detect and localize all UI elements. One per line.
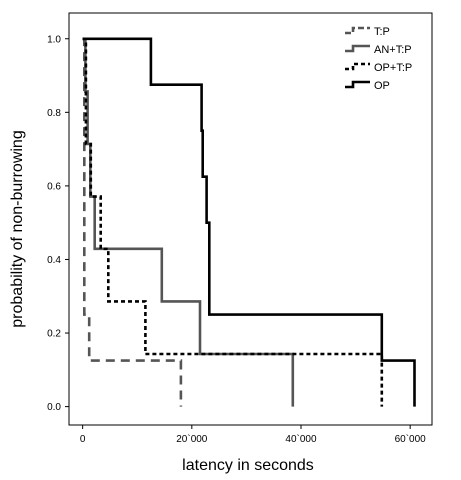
y-tick-label: 0.4 <box>47 255 61 266</box>
legend-label: T:P <box>374 26 390 38</box>
y-tick-label: 0.8 <box>47 108 61 119</box>
legend-swatch <box>345 62 370 71</box>
y-tick-label: 0.0 <box>47 402 61 413</box>
y-axis-title: probability of non-burrowing <box>9 130 26 327</box>
series-line-2 <box>82 37 295 407</box>
series-line-3 <box>82 37 384 407</box>
legend: T:P AN+T:P OP+T:P OP <box>345 26 412 92</box>
legend-label: AN+T:P <box>374 44 412 56</box>
series-line-1 <box>82 37 183 407</box>
y-tick-label: 1.0 <box>47 34 61 45</box>
x-axis-ticks: 0 20`000 40`000 60`000 <box>80 425 426 445</box>
legend-swatch <box>345 26 370 35</box>
x-tick-label: 20`000 <box>176 433 208 445</box>
y-tick-label: 0.2 <box>47 329 61 340</box>
x-axis-title: latency in seconds <box>182 457 314 474</box>
legend-swatch <box>345 80 370 89</box>
plot-frame <box>68 12 433 426</box>
series-line-4 <box>82 37 416 407</box>
x-tick-label: 60`000 <box>395 433 427 445</box>
x-tick-label: 40`000 <box>285 433 317 445</box>
y-tick-label: 0.6 <box>47 181 61 192</box>
legend-label: OP <box>374 80 390 92</box>
legend-label: OP+T:P <box>374 62 412 74</box>
series-lines <box>82 37 416 407</box>
legend-swatch <box>345 44 370 53</box>
y-axis-ticks: 0.0 0.2 0.4 0.6 0.8 1.0 <box>47 34 69 413</box>
x-tick-label: 0 <box>80 434 86 445</box>
